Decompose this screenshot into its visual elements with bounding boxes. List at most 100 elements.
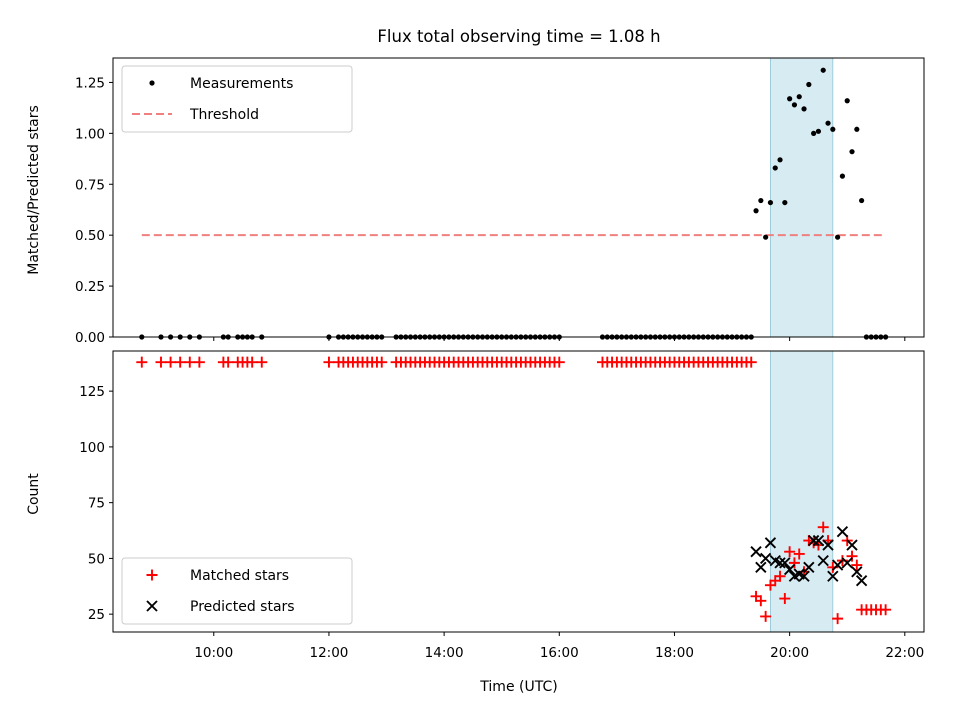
x-tick-label: 20:00 — [770, 645, 809, 661]
y-tick-label: 75 — [88, 496, 105, 512]
y-tick-label: 0.50 — [75, 228, 105, 244]
measurements-point — [801, 106, 807, 112]
legend-predicted-stars-label: Predicted stars — [190, 599, 295, 615]
matched-stars-point — [136, 356, 148, 368]
matched-stars-point — [788, 557, 800, 569]
measurements-point — [763, 234, 769, 240]
y-tick-label: 125 — [79, 384, 105, 400]
matched-stars-point — [817, 521, 829, 533]
highlight-span — [770, 350, 834, 633]
matched-stars-point — [155, 356, 167, 368]
legend — [121, 557, 353, 625]
measurements-point — [849, 149, 855, 155]
y-tick-label: 100 — [79, 440, 105, 456]
matched-stars-point — [846, 550, 858, 562]
matched-stars-point — [745, 356, 757, 368]
matched-stars-point — [793, 548, 805, 560]
matched-stars-point — [184, 356, 196, 368]
matched-stars-point — [553, 356, 565, 368]
predicted-stars-point — [812, 534, 825, 547]
legend-matched-stars-label: Matched stars — [190, 568, 289, 584]
y-tick-label: 0.00 — [75, 330, 105, 346]
measurements-point — [777, 157, 783, 163]
top-panel: 0.00 0.25 0.50 0.75 1.00 1.25 Matched/Predicte… — [26, 57, 925, 346]
predicted-stars-point — [803, 561, 815, 573]
measurements-point — [767, 199, 774, 206]
predicted-stars-point — [827, 570, 839, 582]
measurements-point — [835, 234, 841, 240]
measurements-point — [782, 199, 788, 206]
matched-stars-point — [784, 546, 796, 558]
plot-frame — [112, 350, 925, 633]
legend — [121, 65, 353, 133]
measurements-point — [815, 128, 822, 134]
x-axis-label: Time (UTC) — [479, 679, 557, 695]
measurements-point — [839, 173, 846, 179]
predicted-stars-point — [841, 557, 853, 569]
x-tick-label: 18:00 — [655, 645, 694, 661]
measurements-point — [811, 130, 817, 136]
predicted-stars-point — [846, 539, 858, 551]
matched-stars-point — [256, 356, 268, 368]
plot-frame — [112, 57, 925, 338]
x-tick-label: 10:00 — [194, 645, 233, 661]
matched-stars-point — [779, 593, 791, 605]
x-tick-label: 22:00 — [885, 645, 924, 661]
chart-title: Flux total observing time = 1.08 h — [377, 27, 660, 46]
measurements-point — [830, 126, 836, 132]
y-tick-label: 25 — [88, 607, 105, 623]
matched-stars-point — [755, 595, 767, 607]
y-tick-label: 1.25 — [75, 75, 105, 91]
matched-stars-point — [760, 610, 772, 622]
predicted-stars-point — [807, 534, 820, 547]
y-tick-label: 50 — [88, 551, 105, 567]
measurements-point — [791, 102, 798, 108]
predicted-stars-point — [764, 537, 777, 549]
legend-measurements-label: Measurements — [190, 76, 293, 92]
predicted-stars-point — [851, 566, 863, 578]
measurements-point — [758, 197, 764, 204]
x-tick-label: 14:00 — [425, 645, 464, 661]
measurements-point — [787, 96, 793, 102]
measurements-point — [753, 208, 759, 214]
predicted-stars-point — [755, 561, 767, 573]
matched-stars-point — [323, 356, 335, 368]
bottom-panel: 25 50 75 100 125 10:00 12:00 14:00 16:00 18:00 20:… — [26, 350, 925, 661]
measurements-point — [772, 165, 778, 171]
measurements-point — [844, 98, 850, 104]
predicted-stars-point — [779, 557, 791, 569]
predicted-stars-point — [822, 539, 834, 551]
measurements-point — [825, 120, 831, 126]
predicted-stars-point — [783, 563, 796, 576]
y-tick-label: 0.75 — [75, 177, 105, 193]
matched-stars-point — [774, 570, 786, 582]
measurements-point — [796, 94, 802, 100]
measurements-point — [806, 81, 812, 88]
legend-predicted-stars-marker — [146, 600, 158, 612]
matched-stars-point — [246, 356, 258, 368]
matched-stars-point — [222, 356, 234, 368]
measurements-point — [859, 197, 865, 204]
x-tick-label: 12:00 — [309, 645, 348, 661]
legend-measurements-marker — [149, 80, 155, 86]
predicted-stars-point — [855, 575, 868, 587]
predicted-stars-point — [831, 559, 844, 571]
predicted-stars-point — [759, 552, 772, 565]
matched-stars-point — [165, 356, 177, 368]
predicted-stars-point — [774, 557, 786, 569]
measurements-point — [854, 126, 860, 132]
predicted-stars-point — [750, 546, 762, 558]
measurements-point — [820, 67, 826, 73]
y-axis-label: Count — [26, 473, 42, 515]
matched-stars-point — [174, 356, 186, 368]
y-tick-label: 1.00 — [75, 126, 105, 142]
highlight-span — [770, 57, 834, 338]
matched-stars-point — [193, 356, 205, 368]
predicted-stars-point — [817, 554, 829, 567]
legend-matched-stars-marker — [146, 569, 158, 581]
matched-stars-point — [832, 613, 844, 625]
legend-threshold-label: Threshold — [189, 107, 259, 123]
y-axis-label: Matched/Predicted stars — [26, 105, 42, 275]
predicted-stars-point — [798, 570, 810, 582]
